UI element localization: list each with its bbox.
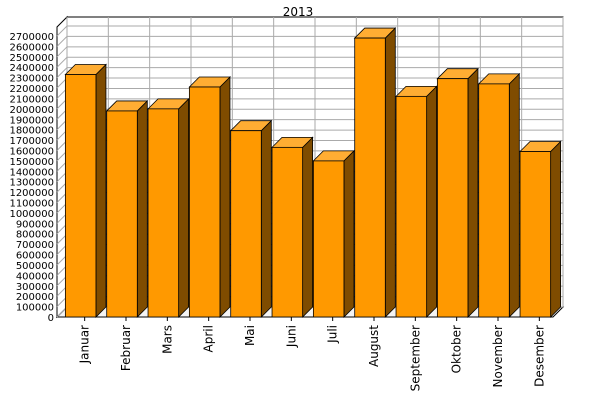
bar-side	[508, 72, 520, 318]
y-tick-label: 900000	[16, 219, 54, 230]
x-tick-label: November	[491, 325, 505, 387]
x-tick-label: Juni	[284, 325, 298, 348]
bar-november	[477, 72, 521, 318]
bar-side	[95, 63, 107, 318]
y-tick-label: 2700000	[9, 32, 54, 43]
y-tick-label: 0	[48, 313, 54, 324]
x-tick-label: Mars	[160, 325, 174, 354]
y-tick-label: 1100000	[9, 199, 54, 210]
x-tick-label: Januar	[78, 325, 92, 364]
y-tick-label: 300000	[16, 282, 54, 293]
bar-front	[271, 146, 304, 318]
bar-februar	[105, 99, 149, 318]
y-tick-label: 1000000	[9, 209, 54, 220]
bar-front	[106, 110, 138, 318]
y-tick-label: 2100000	[9, 94, 54, 105]
y-tick-label: 2500000	[9, 53, 54, 64]
y-tick-label: 2200000	[9, 84, 54, 95]
x-tick-label: Desember	[532, 325, 546, 387]
x-tick-label: September	[408, 325, 422, 391]
bar-mai	[229, 119, 273, 318]
bar-side	[426, 85, 438, 318]
bar-side	[178, 97, 190, 318]
y-tick-label: 700000	[16, 240, 54, 251]
bar-front	[64, 74, 97, 318]
y-tick-label: 1800000	[9, 126, 54, 137]
bars	[64, 27, 562, 318]
y-tick-label: 2400000	[9, 63, 54, 74]
y-tick-label: 400000	[16, 271, 54, 282]
x-tick-label: Februar	[119, 325, 133, 371]
y-tick-label: 600000	[16, 251, 54, 262]
bar-front	[188, 86, 221, 318]
bar-front	[312, 160, 345, 318]
y-tick-label: 500000	[16, 261, 54, 272]
bar-september	[395, 85, 438, 318]
bar-front	[478, 83, 510, 318]
y-tick-label: 1200000	[9, 188, 54, 199]
y-tick-label: 2000000	[9, 105, 54, 116]
bar-side	[384, 27, 396, 318]
y-tick-label: 1400000	[9, 167, 54, 178]
y-tick-label: 800000	[16, 230, 54, 241]
bar-front	[354, 37, 386, 318]
bar-august	[353, 27, 397, 318]
y-tick-label: 1700000	[9, 136, 54, 147]
bar-front	[395, 95, 428, 318]
bar-side	[467, 67, 479, 318]
y-tick-label: 1600000	[9, 146, 54, 157]
bar-april	[188, 76, 231, 318]
y-tick-label: 2600000	[9, 42, 54, 53]
x-tick-label: August	[367, 325, 381, 367]
bar-januar	[64, 63, 107, 318]
y-tick-label: 100000	[16, 303, 54, 314]
y-tick-label: 1500000	[9, 157, 54, 168]
y-tick-label: 1300000	[9, 178, 54, 189]
bar-juli	[312, 149, 355, 318]
bar-side	[343, 149, 355, 318]
x-tick-label: April	[202, 325, 216, 352]
bar-front	[519, 151, 552, 318]
bar-side	[302, 136, 314, 318]
bar-front	[230, 130, 262, 318]
bar-oktober	[436, 67, 479, 318]
x-tick-label: Juli	[326, 325, 340, 344]
y-tick-label: 200000	[16, 292, 54, 303]
bar-front	[147, 108, 180, 318]
y-tick-label: 2300000	[9, 74, 54, 85]
chart-title: 2013	[283, 5, 314, 19]
bar-mars	[147, 97, 190, 318]
bar-side	[136, 99, 148, 318]
y-tick-label: 1900000	[9, 115, 54, 126]
y-axis-ticks: 0100000200000300000400000500000600000700…	[9, 32, 54, 324]
x-tick-label: Oktober	[450, 325, 464, 373]
bar-side	[550, 140, 562, 318]
bar-juni	[271, 136, 314, 318]
bar-side	[260, 119, 272, 318]
x-axis-ticks: Januar Februar Mars April Mai Juni Juli August S…	[78, 317, 546, 391]
bar-desember	[519, 140, 562, 318]
bar-front	[436, 78, 469, 318]
bar-side	[219, 76, 231, 318]
x-tick-label: Mai	[243, 325, 257, 346]
